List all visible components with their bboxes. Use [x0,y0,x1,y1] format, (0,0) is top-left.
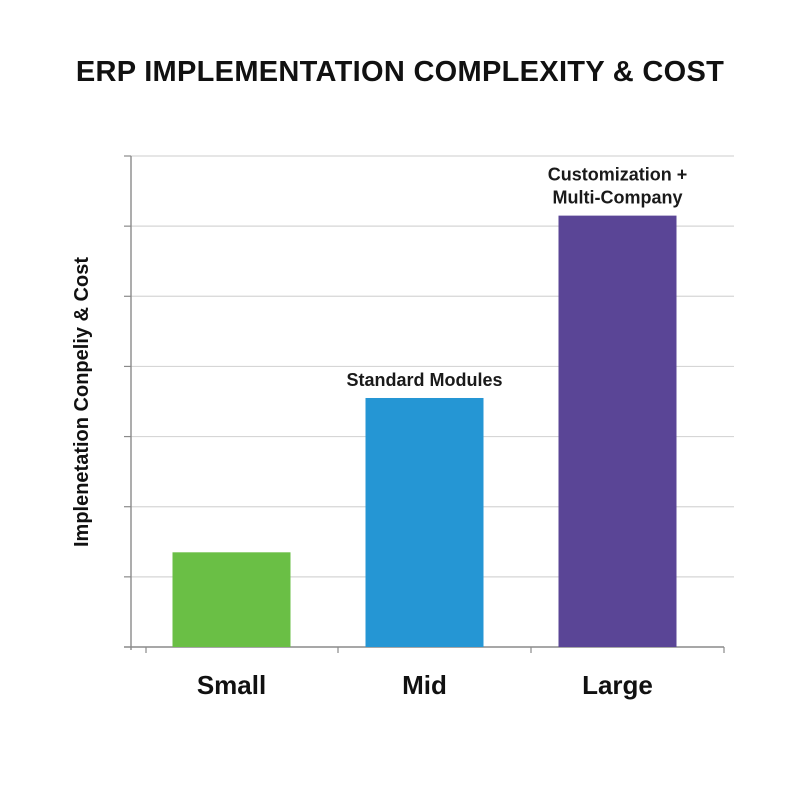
x-tick-label-large: Large [582,670,653,700]
x-tick-label-mid: Mid [402,670,447,700]
bar-annotation-large: Customization + Multi-Company [548,165,688,208]
bars [172,215,677,647]
bar-annotation-mid: Standard Modules [346,370,502,390]
bar-mid [365,397,484,647]
chart-title: ERP IMPLEMENTATION COMPLEXITY & COST [75,56,725,88]
y-axis-label: Implenetation Conpeliy & Cost [71,257,93,547]
category-labels: Small Mid Large [197,670,653,700]
bar-annotations: Standard Modules Customization + Multi-Com… [346,165,687,390]
bar-large [558,215,677,647]
bar-small [172,552,291,647]
x-tick-label-small: Small [197,670,266,700]
